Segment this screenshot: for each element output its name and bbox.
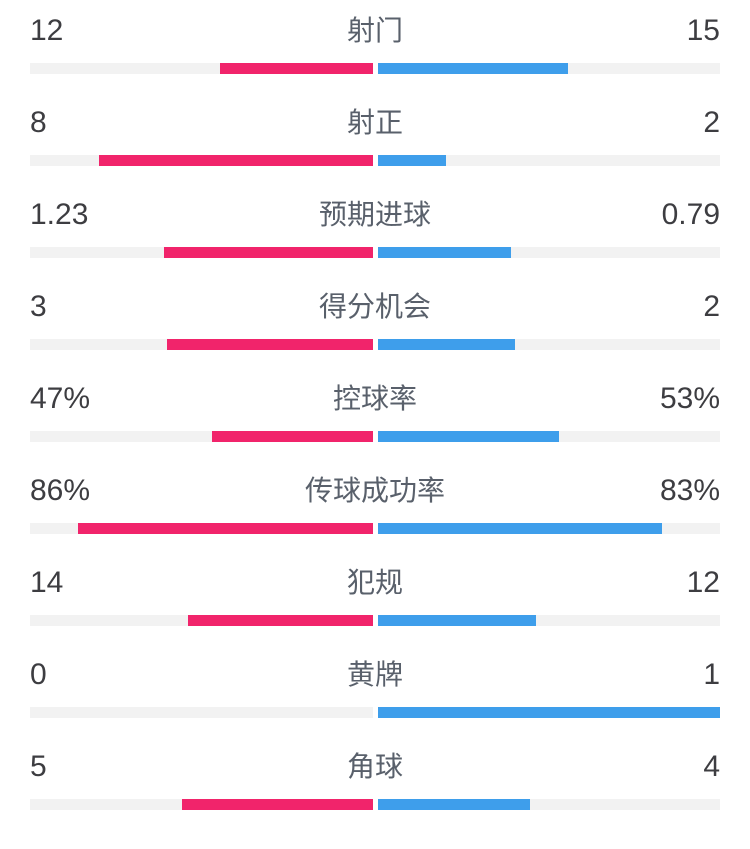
stat-label: 射正 bbox=[346, 107, 404, 138]
stat-row: 86% 传球成功率 83% bbox=[30, 474, 720, 566]
home-bar-fill bbox=[77, 523, 373, 534]
away-value: 2 bbox=[703, 106, 720, 139]
stat-bar bbox=[30, 707, 720, 718]
stat-row: 14 犯规 12 bbox=[30, 566, 720, 658]
home-bar-track bbox=[30, 431, 373, 442]
home-bar-fill bbox=[167, 339, 373, 350]
stat-label: 传球成功率 bbox=[304, 475, 446, 506]
away-bar-fill bbox=[377, 707, 720, 718]
away-value: 1 bbox=[703, 658, 720, 691]
away-bar-fill bbox=[377, 431, 560, 442]
home-bar-fill bbox=[98, 155, 373, 166]
home-value: 14 bbox=[30, 566, 64, 599]
stat-row: 8 射正 2 bbox=[30, 106, 720, 198]
stat-bar bbox=[30, 615, 720, 626]
away-bar-fill bbox=[377, 799, 530, 810]
home-value: 47% bbox=[30, 382, 91, 415]
home-bar-track bbox=[30, 707, 373, 718]
away-value: 15 bbox=[686, 14, 720, 47]
stat-label: 得分机会 bbox=[318, 291, 432, 322]
stat-bar bbox=[30, 799, 720, 810]
stat-label: 黄牌 bbox=[346, 659, 404, 690]
away-value: 0.79 bbox=[661, 198, 720, 231]
stat-label: 射门 bbox=[346, 15, 404, 46]
stat-bar bbox=[30, 247, 720, 258]
home-bar-track bbox=[30, 339, 373, 350]
away-bar-track bbox=[377, 707, 720, 718]
stat-row-head: 8 射正 2 bbox=[30, 106, 720, 140]
stat-bar bbox=[30, 63, 720, 74]
stat-row-head: 0 黄牌 1 bbox=[30, 658, 720, 692]
stat-label: 角球 bbox=[346, 751, 404, 782]
home-bar-track bbox=[30, 63, 373, 74]
home-bar-fill bbox=[182, 799, 373, 810]
stat-bar bbox=[30, 523, 720, 534]
away-bar-track bbox=[377, 615, 720, 626]
away-bar-track bbox=[377, 63, 720, 74]
home-bar-track bbox=[30, 523, 373, 534]
stat-label: 预期进球 bbox=[318, 199, 432, 230]
home-bar-fill bbox=[211, 431, 373, 442]
away-bar-fill bbox=[377, 339, 515, 350]
stat-row: 0 黄牌 1 bbox=[30, 658, 720, 750]
home-value: 0 bbox=[30, 658, 47, 691]
home-value: 12 bbox=[30, 14, 64, 47]
stat-row-head: 86% 传球成功率 83% bbox=[30, 474, 720, 508]
away-bar-fill bbox=[377, 523, 662, 534]
stat-row-head: 3 得分机会 2 bbox=[30, 290, 720, 324]
stat-row: 47% 控球率 53% bbox=[30, 382, 720, 474]
stat-row-head: 1.23 预期进球 0.79 bbox=[30, 198, 720, 232]
away-bar-track bbox=[377, 431, 720, 442]
home-bar-track bbox=[30, 615, 373, 626]
stat-row-head: 47% 控球率 53% bbox=[30, 382, 720, 416]
away-bar-fill bbox=[377, 247, 512, 258]
away-bar-fill bbox=[377, 155, 446, 166]
stat-row-head: 12 射门 15 bbox=[30, 14, 720, 48]
home-value: 8 bbox=[30, 106, 47, 139]
home-bar-fill bbox=[188, 615, 373, 626]
home-bar-fill bbox=[163, 247, 373, 258]
away-value: 53% bbox=[659, 382, 720, 415]
home-bar-track bbox=[30, 799, 373, 810]
stat-row: 1.23 预期进球 0.79 bbox=[30, 198, 720, 290]
home-value: 1.23 bbox=[30, 198, 89, 231]
home-value: 3 bbox=[30, 290, 47, 323]
home-bar-track bbox=[30, 247, 373, 258]
stat-label: 犯规 bbox=[346, 567, 404, 598]
home-bar-fill bbox=[220, 63, 373, 74]
away-bar-track bbox=[377, 155, 720, 166]
stat-bar bbox=[30, 339, 720, 350]
home-value: 5 bbox=[30, 750, 47, 783]
away-value: 4 bbox=[703, 750, 720, 783]
away-bar-track bbox=[377, 799, 720, 810]
stat-bar bbox=[30, 155, 720, 166]
stat-row-head: 5 角球 4 bbox=[30, 750, 720, 784]
home-bar-track bbox=[30, 155, 373, 166]
stat-row: 3 得分机会 2 bbox=[30, 290, 720, 382]
stat-row: 12 射门 15 bbox=[30, 14, 720, 106]
stat-row-head: 14 犯规 12 bbox=[30, 566, 720, 600]
away-bar-track bbox=[377, 247, 720, 258]
stat-row: 5 角球 4 bbox=[30, 750, 720, 842]
stat-bar bbox=[30, 431, 720, 442]
away-bar-track bbox=[377, 523, 720, 534]
away-value: 12 bbox=[686, 566, 720, 599]
away-value: 83% bbox=[659, 474, 720, 507]
away-bar-fill bbox=[377, 63, 568, 74]
away-value: 2 bbox=[703, 290, 720, 323]
away-bar-fill bbox=[377, 615, 536, 626]
stat-label: 控球率 bbox=[332, 383, 418, 414]
away-bar-track bbox=[377, 339, 720, 350]
home-value: 86% bbox=[30, 474, 91, 507]
